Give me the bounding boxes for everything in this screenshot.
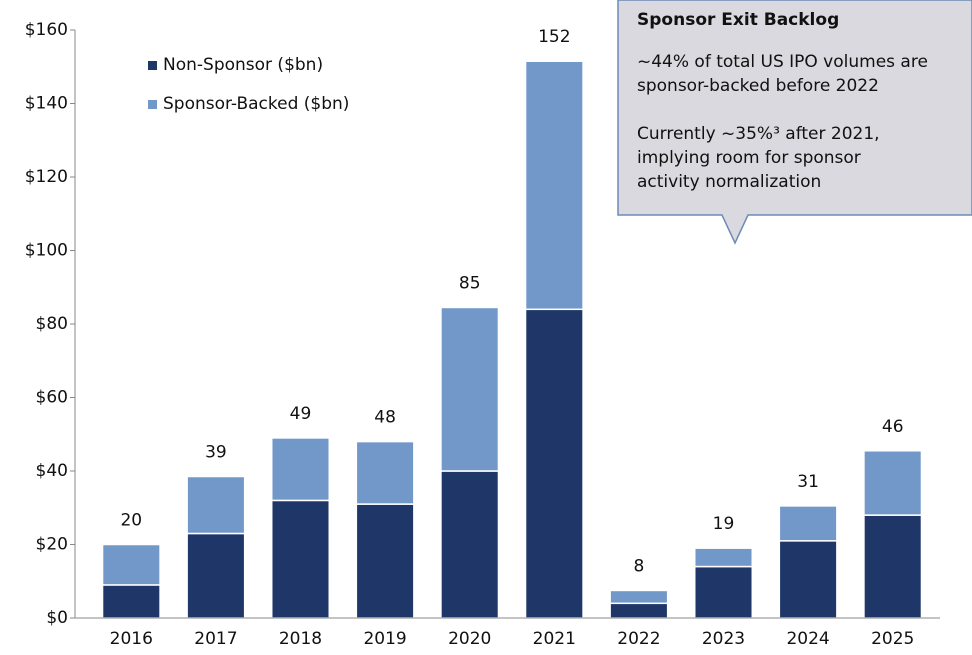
total-label: 19 bbox=[713, 514, 735, 534]
y-tick-label: $0 bbox=[46, 608, 68, 628]
bar-segment bbox=[524, 60, 584, 311]
bar-segment bbox=[693, 547, 754, 568]
bar-segment bbox=[355, 503, 415, 619]
bar-segment bbox=[609, 602, 669, 619]
total-label: 31 bbox=[797, 472, 819, 492]
bar-segment bbox=[440, 306, 500, 472]
legend-swatch bbox=[148, 100, 157, 109]
y-tick-label: $20 bbox=[36, 535, 68, 555]
legend-label: Sponsor-Backed ($bn) bbox=[163, 94, 349, 114]
y-tick-label: $40 bbox=[36, 461, 68, 481]
y-tick-label: $140 bbox=[25, 94, 68, 114]
callout-text: Currently ~35%³ after 2021, bbox=[637, 124, 880, 144]
y-tick-label: $160 bbox=[25, 20, 68, 40]
y-tick-label: $120 bbox=[25, 167, 68, 187]
bar-segment bbox=[863, 514, 923, 619]
total-label: 39 bbox=[205, 443, 227, 463]
bar-segment bbox=[693, 565, 754, 619]
total-label: 20 bbox=[120, 511, 142, 531]
bar-segment bbox=[270, 437, 331, 502]
bar-segment bbox=[778, 540, 838, 619]
legend-label: Non-Sponsor ($bn) bbox=[163, 55, 323, 75]
x-tick-label: 2017 bbox=[194, 629, 237, 649]
callout-text: sponsor-backed before 2022 bbox=[637, 76, 879, 96]
total-label: 48 bbox=[374, 408, 396, 428]
bar-segment bbox=[863, 450, 923, 516]
callout-text: activity normalization bbox=[637, 172, 821, 192]
total-label: 8 bbox=[633, 556, 644, 576]
total-label: 85 bbox=[459, 273, 481, 293]
callout-title: Sponsor Exit Backlog bbox=[637, 10, 839, 30]
bar-segment bbox=[270, 499, 331, 619]
x-tick-label: 2023 bbox=[702, 629, 745, 649]
y-tick-label: $80 bbox=[36, 314, 68, 334]
x-tick-label: 2020 bbox=[448, 629, 491, 649]
bar-segment bbox=[186, 475, 246, 535]
callout-text: ~44% of total US IPO volumes are bbox=[637, 52, 928, 72]
bar-segment bbox=[101, 543, 161, 586]
legend-swatch bbox=[148, 61, 157, 70]
bar-segment bbox=[524, 308, 584, 619]
total-label: 49 bbox=[290, 404, 312, 424]
total-label: 152 bbox=[538, 27, 570, 47]
x-tick-label: 2025 bbox=[871, 629, 914, 649]
x-tick-label: 2019 bbox=[363, 629, 406, 649]
bar-segment bbox=[355, 440, 415, 505]
y-tick-label: $100 bbox=[25, 241, 68, 261]
x-tick-label: 2021 bbox=[533, 629, 576, 649]
x-tick-label: 2024 bbox=[786, 629, 829, 649]
x-tick-label: 2022 bbox=[617, 629, 660, 649]
y-tick-label: $60 bbox=[36, 388, 68, 408]
x-tick-label: 2018 bbox=[279, 629, 322, 649]
bar-segment bbox=[186, 532, 246, 619]
bar-segment bbox=[440, 470, 500, 619]
callout-box bbox=[617, 0, 972, 245]
total-label: 46 bbox=[882, 417, 904, 437]
bar-segment bbox=[101, 584, 161, 619]
bar-segment bbox=[609, 589, 669, 605]
bar-segment bbox=[778, 505, 838, 542]
callout-text: implying room for sponsor bbox=[637, 148, 861, 168]
x-tick-label: 2016 bbox=[110, 629, 153, 649]
